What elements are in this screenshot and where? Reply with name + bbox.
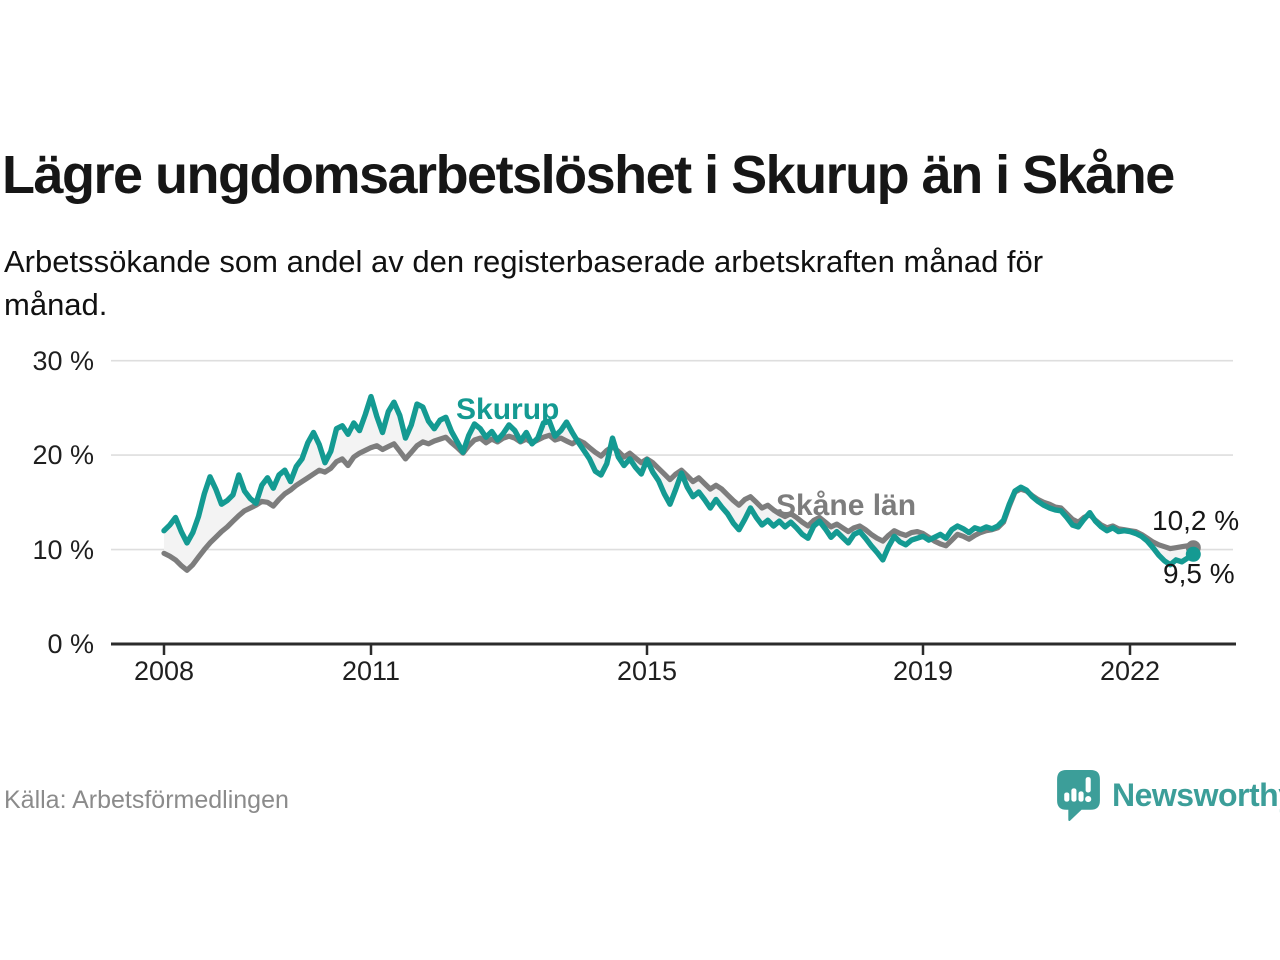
- brand-name: Newsworthy: [1112, 777, 1280, 813]
- x-tick-label: 2011: [341, 656, 401, 686]
- line-skurup: [161, 393, 1196, 568]
- series-label-skane-lan: Skåne län: [776, 489, 917, 522]
- x-tick-label: 2008: [133, 656, 195, 686]
- x-tick-label: 2015: [616, 656, 678, 686]
- source-note: Källa: Arbetsförmedlingen: [4, 786, 289, 814]
- end-dot-skurup: [1185, 546, 1201, 562]
- y-tick-label: 30 %: [32, 346, 94, 376]
- x-tick-label: 2019: [892, 656, 954, 686]
- y-tick-label: 20 %: [32, 440, 94, 470]
- end-value-label-skane-lan: 10,2 %: [1152, 505, 1240, 536]
- series-label-skurup: Skurup: [456, 393, 560, 426]
- chart-subtitle: Arbetssökande som andel av den registerb…: [4, 244, 1044, 323]
- y-tick-label: 10 %: [32, 535, 94, 565]
- y-tick-label: 0 %: [47, 629, 94, 659]
- page-title: Lägre ungdomsarbetslöshet i Skurup än i …: [2, 145, 1175, 205]
- speech-bubble-bar-chart-icon: [1057, 770, 1100, 822]
- newsworthy-logo: Newsworthy: [1056, 769, 1280, 822]
- x-tick-label: 2022: [1099, 656, 1161, 686]
- end-value-label-skurup: 9,5 %: [1163, 558, 1235, 589]
